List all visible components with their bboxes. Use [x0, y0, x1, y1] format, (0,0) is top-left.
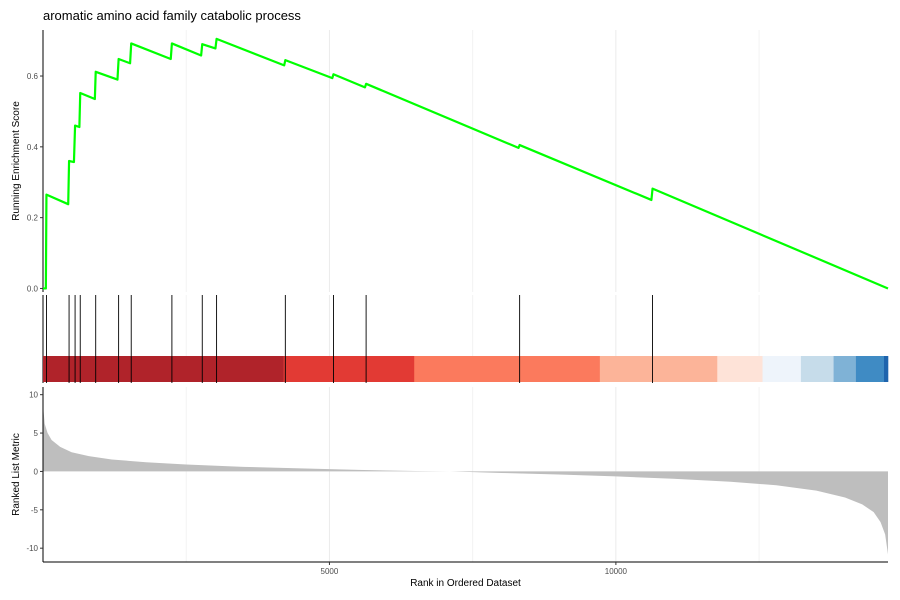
ranked-y-tick-label: 5	[34, 429, 39, 438]
running-enrichment-score-line	[43, 37, 889, 290]
ranked-metric-area	[43, 393, 888, 555]
color-bar-segment	[414, 356, 601, 382]
hits-panel	[42, 295, 889, 383]
color-bar-segment	[800, 356, 834, 382]
enrichment-y-tick-label: 0.6	[27, 72, 39, 81]
x-tick-label: 5000	[321, 567, 339, 576]
x-axis-label: Rank in Ordered Dataset	[410, 578, 521, 589]
enrichment-y-tick-label: 0.4	[27, 143, 39, 152]
color-bar-segment	[855, 356, 885, 382]
ranked-y-tick-label: -5	[31, 506, 39, 515]
ranked-y-tick-label: 0	[34, 467, 39, 476]
ranked-metric-panel: 10 5 0 -5 -10 Ranked List Metric 5000 10000 Rank…	[11, 387, 888, 589]
gridlines	[185, 30, 760, 562]
ranked-y-tick-label: 10	[29, 391, 38, 400]
ranked-y-axis-label: Ranked List Metric	[11, 433, 22, 516]
chart-title: aromatic amino acid family catabolic pro…	[43, 8, 301, 23]
color-bar-segment	[717, 356, 763, 382]
color-bar-segment	[599, 356, 718, 382]
color-bar-segment	[762, 356, 802, 382]
color-bar-segment	[283, 356, 415, 382]
color-bar-segment	[833, 356, 857, 382]
enrichment-y-tick-label: 0.2	[27, 214, 39, 223]
enrichment-y-axis-label: Running Enrichment Score	[11, 101, 22, 221]
enrichment-panel: 0.0 0.2 0.4 0.6 Running Enrichment Score	[11, 30, 889, 293]
color-bar-segment	[43, 356, 284, 382]
enrichment-y-tick-label: 0.0	[27, 284, 39, 293]
x-tick-label: 10000	[605, 567, 628, 576]
color-bar-segment	[883, 356, 889, 382]
ranked-y-tick-label: -10	[26, 544, 38, 553]
